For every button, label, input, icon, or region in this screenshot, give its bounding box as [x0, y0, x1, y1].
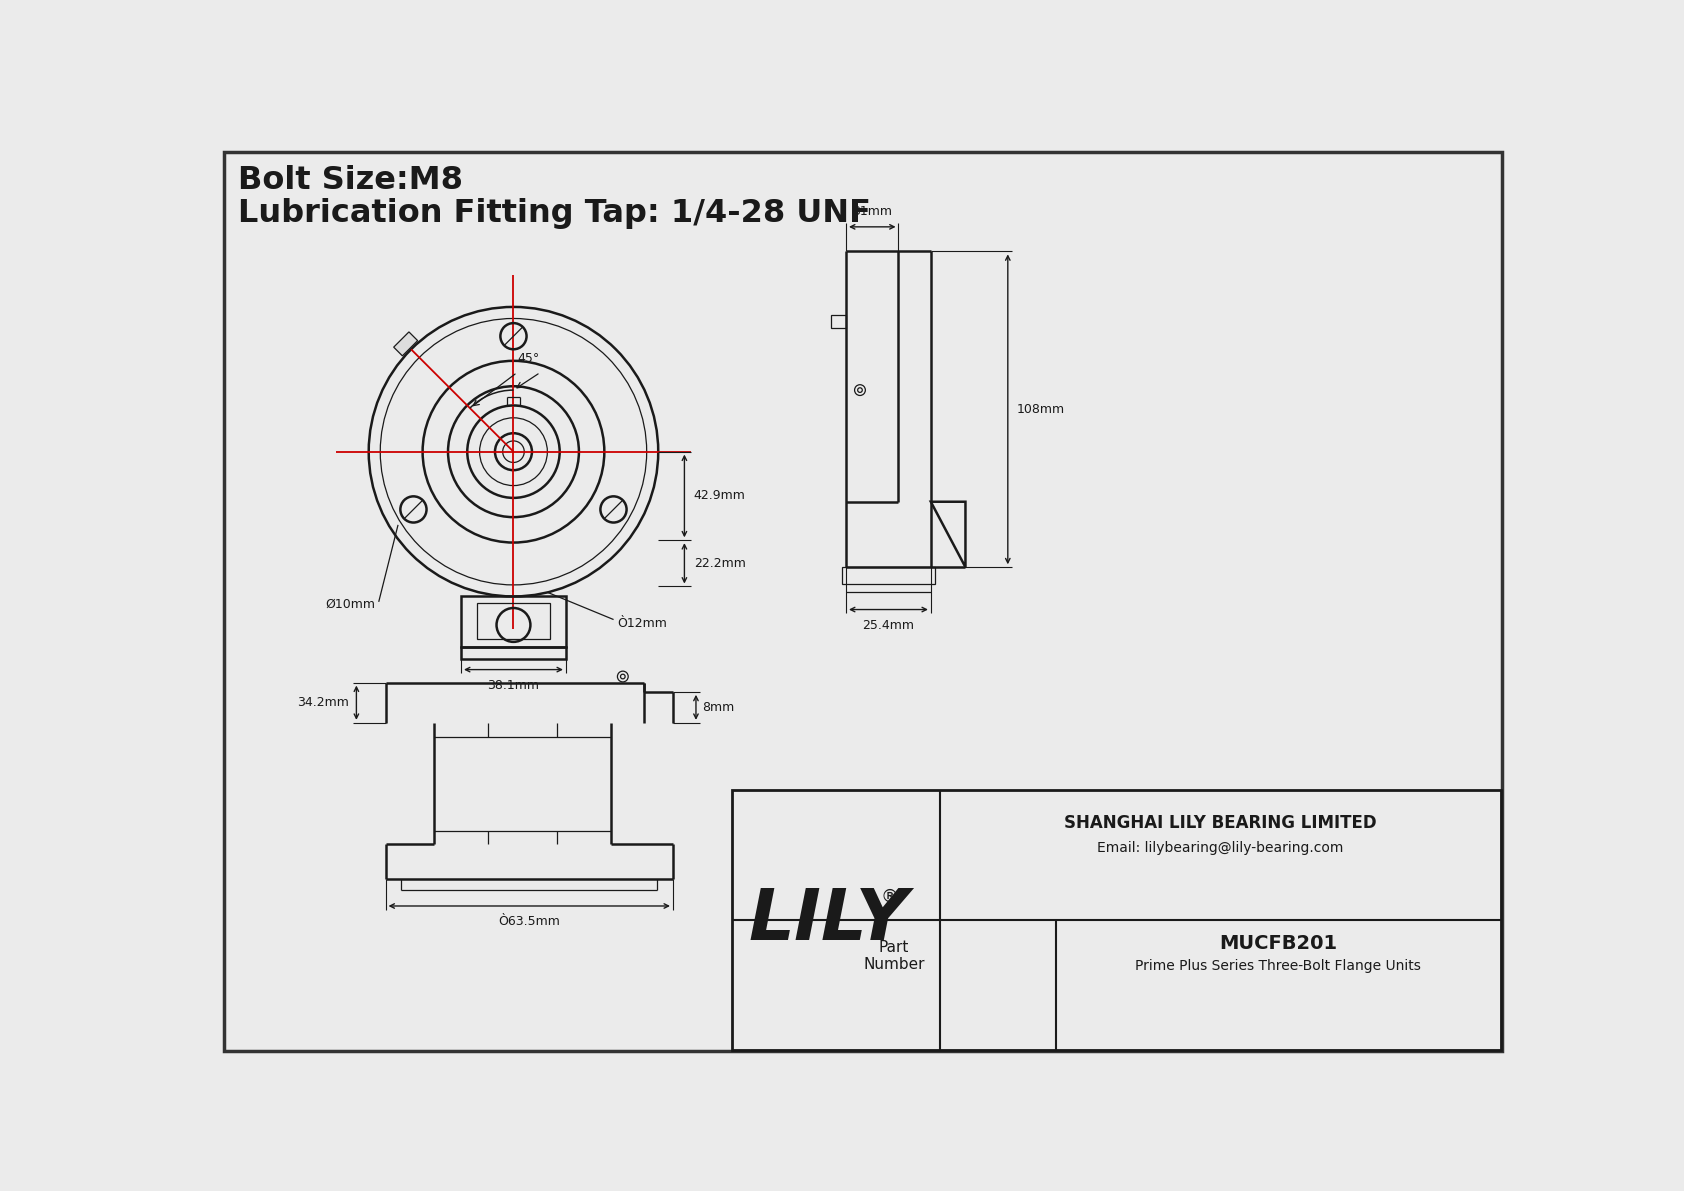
Text: Ò12mm: Ò12mm	[618, 617, 667, 630]
Text: Bolt Size:M8: Bolt Size:M8	[237, 166, 463, 197]
Text: SHANGHAI LILY BEARING LIMITED: SHANGHAI LILY BEARING LIMITED	[1064, 813, 1376, 831]
Text: Email: lilybearing@lily-bearing.com: Email: lilybearing@lily-bearing.com	[1098, 841, 1344, 855]
Text: 38.1mm: 38.1mm	[487, 679, 539, 692]
Text: MUCFB201: MUCFB201	[1219, 934, 1337, 953]
Text: 8mm: 8mm	[702, 700, 734, 713]
Bar	[830, 314, 845, 329]
Text: Number: Number	[864, 958, 925, 972]
Bar	[461, 647, 566, 659]
Text: 22.2mm: 22.2mm	[694, 557, 746, 569]
Text: LILY: LILY	[748, 886, 908, 955]
Text: 45°: 45°	[517, 351, 541, 364]
Bar	[461, 597, 566, 647]
Bar	[733, 791, 1500, 1050]
Text: Part: Part	[879, 940, 909, 955]
Text: 108mm: 108mm	[1017, 403, 1066, 416]
Text: Ø10mm: Ø10mm	[325, 598, 376, 611]
Text: 42.9mm: 42.9mm	[694, 490, 746, 503]
Text: 25.4mm: 25.4mm	[862, 619, 914, 631]
Polygon shape	[394, 332, 418, 356]
Text: 31mm: 31mm	[852, 205, 893, 218]
Bar	[842, 567, 935, 584]
Text: Prime Plus Series Three-Bolt Flange Units: Prime Plus Series Three-Bolt Flange Unit…	[1135, 960, 1421, 973]
Text: 34.2mm: 34.2mm	[296, 697, 349, 709]
Text: Ò63.5mm: Ò63.5mm	[498, 915, 561, 928]
Bar	[477, 604, 551, 638]
Text: Lubrication Fitting Tap: 1/4-28 UNF: Lubrication Fitting Tap: 1/4-28 UNF	[237, 198, 871, 229]
Text: ®: ®	[881, 888, 899, 906]
